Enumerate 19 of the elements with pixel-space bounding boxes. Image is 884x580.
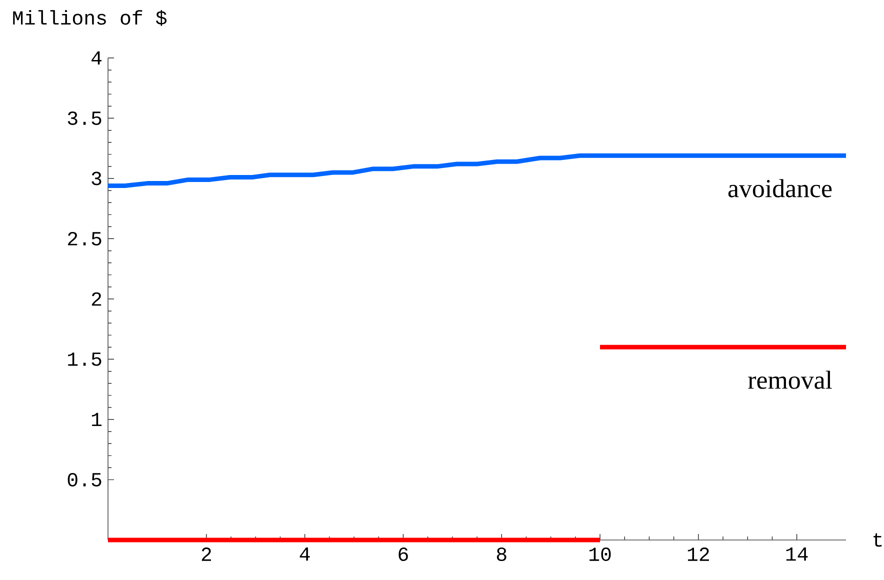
annotation: removal xyxy=(748,370,832,389)
y-tick-label: 3 xyxy=(92,172,102,186)
y-tick-label: 3.5 xyxy=(68,111,102,125)
y-tick-label: 4 xyxy=(92,51,102,65)
y-tick-label: 2.5 xyxy=(68,232,102,246)
x-tick-label: 10 xyxy=(589,548,611,562)
y-tick-label: 0.5 xyxy=(68,472,102,486)
y-tick-label: 1.5 xyxy=(68,352,102,366)
y-axis-title: Millions of $ xyxy=(13,10,167,26)
x-tick-label: 14 xyxy=(786,548,808,561)
x-tick-label: 12 xyxy=(688,548,709,561)
x-axis-title: t xyxy=(874,533,882,547)
x-tick-label: 6 xyxy=(398,548,408,562)
x-tick-label: 4 xyxy=(300,548,310,561)
y-tick-label: 1 xyxy=(92,412,102,426)
x-tick-label: 8 xyxy=(496,548,506,562)
y-tick-label: 2 xyxy=(92,292,102,306)
x-tick-label: 2 xyxy=(202,548,211,561)
annotation: avoidance xyxy=(728,179,832,198)
